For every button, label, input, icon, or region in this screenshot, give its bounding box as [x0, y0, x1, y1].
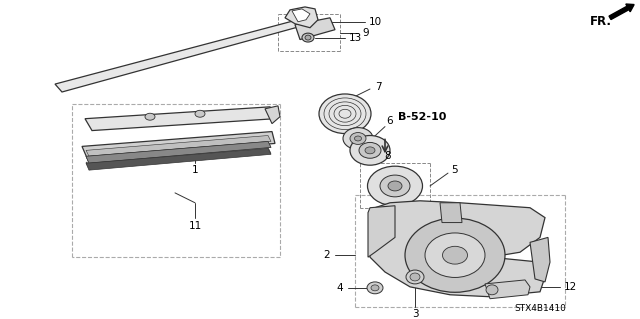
- Text: B-52-10: B-52-10: [398, 112, 446, 122]
- Text: 7: 7: [374, 82, 381, 92]
- Ellipse shape: [350, 133, 366, 145]
- FancyArrow shape: [609, 4, 634, 19]
- Ellipse shape: [486, 285, 498, 295]
- Ellipse shape: [367, 166, 422, 206]
- Ellipse shape: [305, 35, 311, 40]
- Polygon shape: [440, 203, 462, 223]
- Ellipse shape: [359, 143, 381, 158]
- Text: 12: 12: [563, 282, 577, 292]
- Polygon shape: [285, 7, 318, 28]
- Polygon shape: [370, 201, 545, 297]
- Ellipse shape: [425, 233, 485, 278]
- Ellipse shape: [388, 181, 402, 191]
- Polygon shape: [265, 106, 280, 124]
- Ellipse shape: [380, 175, 410, 197]
- Polygon shape: [85, 107, 275, 130]
- Ellipse shape: [350, 136, 390, 165]
- Text: 10: 10: [369, 17, 381, 27]
- Polygon shape: [86, 147, 271, 168]
- Polygon shape: [368, 206, 395, 257]
- Polygon shape: [86, 148, 271, 170]
- Ellipse shape: [371, 285, 379, 291]
- Text: STX4B1410: STX4B1410: [514, 304, 566, 313]
- Polygon shape: [530, 237, 550, 282]
- Text: 6: 6: [387, 116, 394, 126]
- Text: 9: 9: [363, 28, 369, 38]
- Ellipse shape: [302, 33, 314, 42]
- Text: 5: 5: [451, 165, 458, 175]
- Text: 11: 11: [188, 220, 202, 231]
- Ellipse shape: [410, 273, 420, 281]
- Polygon shape: [86, 141, 271, 162]
- Polygon shape: [292, 9, 310, 22]
- Text: 4: 4: [337, 283, 343, 293]
- Text: 2: 2: [324, 250, 330, 260]
- Ellipse shape: [195, 110, 205, 117]
- Polygon shape: [82, 131, 275, 160]
- Ellipse shape: [442, 246, 467, 264]
- Ellipse shape: [406, 270, 424, 284]
- Text: 3: 3: [412, 308, 419, 319]
- Text: 1: 1: [192, 165, 198, 175]
- Polygon shape: [295, 18, 335, 40]
- Ellipse shape: [319, 94, 371, 134]
- Ellipse shape: [405, 218, 505, 292]
- Ellipse shape: [343, 128, 373, 149]
- Polygon shape: [86, 136, 271, 156]
- Ellipse shape: [365, 147, 375, 154]
- Polygon shape: [55, 18, 310, 92]
- Text: 8: 8: [385, 151, 391, 161]
- Ellipse shape: [145, 113, 155, 120]
- Ellipse shape: [355, 136, 362, 141]
- Text: FR.: FR.: [590, 15, 612, 28]
- Polygon shape: [86, 141, 271, 163]
- Polygon shape: [485, 280, 530, 299]
- Ellipse shape: [367, 282, 383, 294]
- Text: 13: 13: [348, 33, 362, 43]
